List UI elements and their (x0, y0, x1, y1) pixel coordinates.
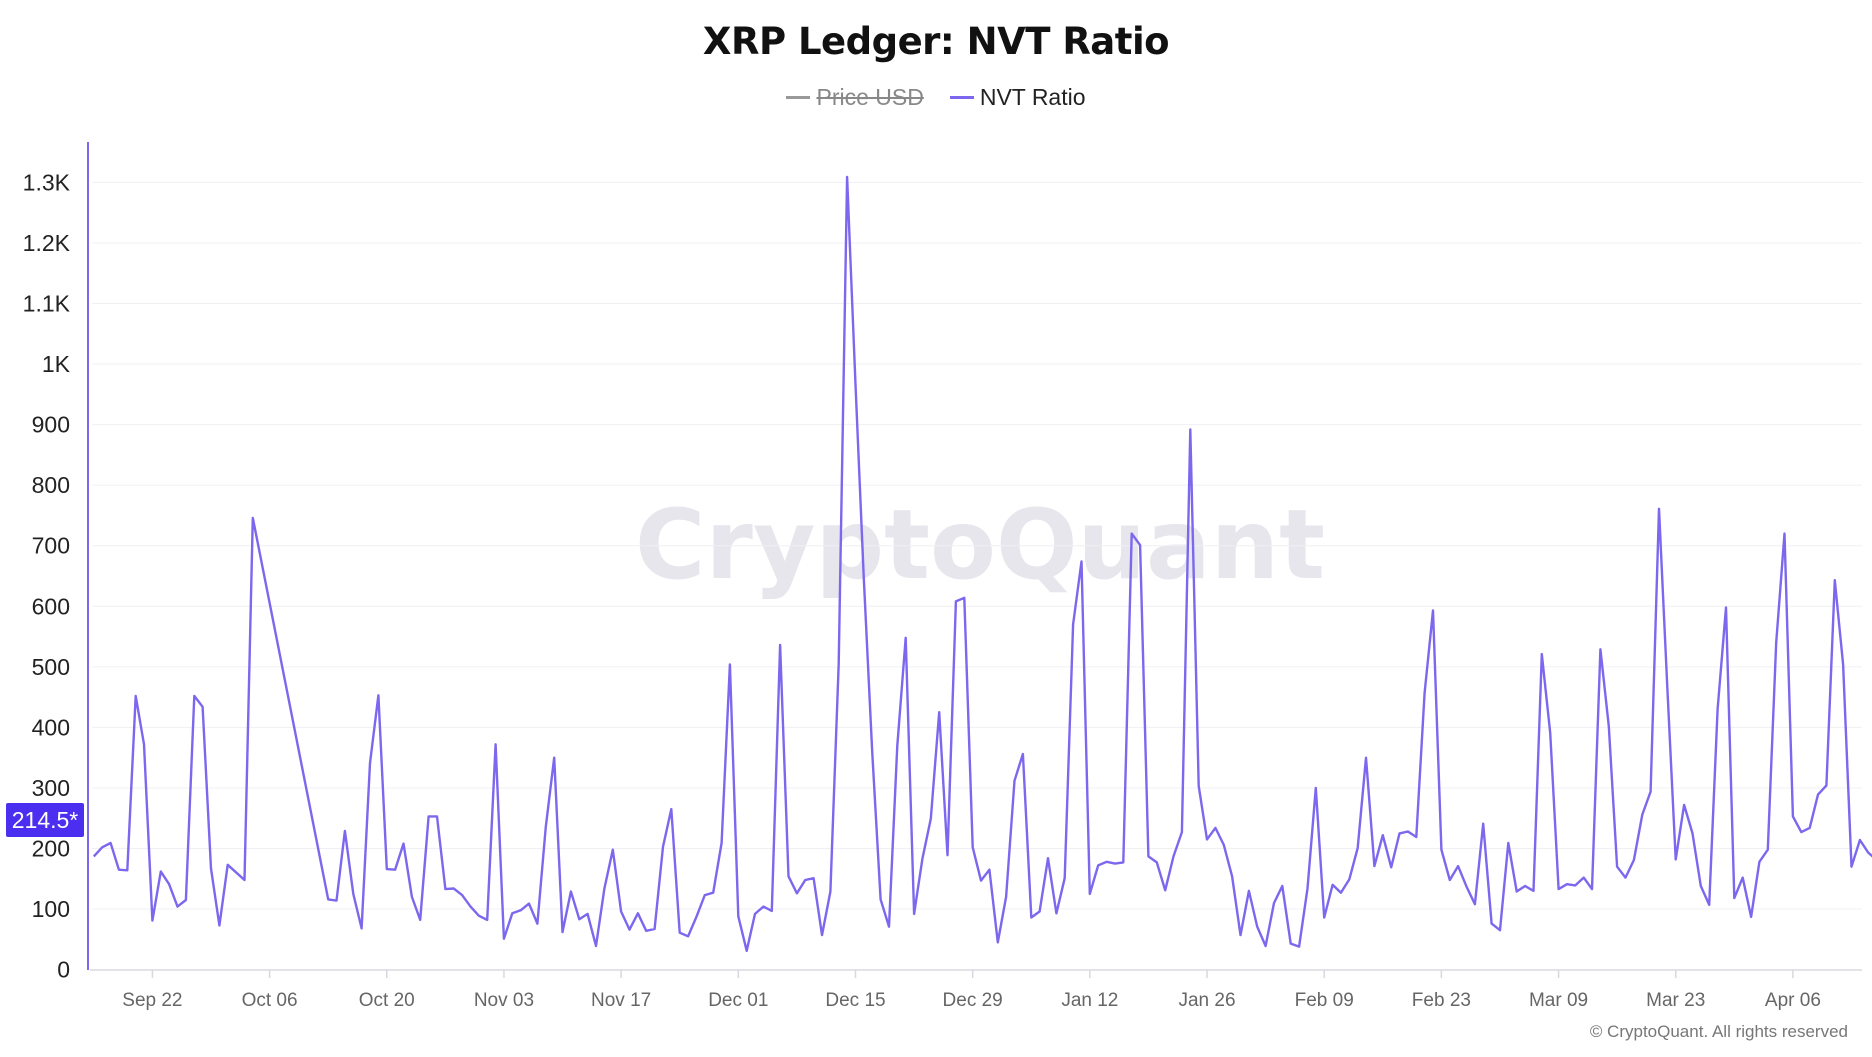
current-value-badge: 214.5* (6, 803, 84, 837)
chart-title: XRP Ledger: NVT Ratio (702, 20, 1170, 63)
nvt-ratio-line (92, 175, 1872, 952)
x-tick-label: Jan 12 (1061, 990, 1118, 1011)
x-tick-label: Jan 26 (1178, 990, 1235, 1011)
y-tick-label: 500 (32, 654, 70, 680)
copyright: © CryptoQuant. All rights reserved (1589, 1022, 1848, 1041)
y-tick-label: 700 (32, 533, 70, 559)
x-tick-label: Nov 17 (591, 990, 651, 1011)
x-tick-label: Sep 22 (122, 990, 182, 1011)
x-tick-label: Feb 23 (1412, 990, 1471, 1011)
x-tick-label: Dec 29 (943, 990, 1003, 1011)
y-tick-label: 100 (32, 896, 70, 922)
watermark: CryptoQuant (635, 489, 1325, 601)
y-tick-label: 300 (32, 775, 70, 801)
y-tick-label: 1K (42, 351, 71, 377)
y-tick-label: 1.2K (23, 230, 71, 256)
legend: Price USD NVT Ratio (0, 84, 1872, 111)
legend-item-nvt-ratio[interactable]: NVT Ratio (949, 84, 1086, 111)
y-tick-label: 800 (32, 472, 70, 498)
y-tick-label: 0 (57, 957, 70, 983)
y-tick-label: 900 (32, 412, 70, 438)
legend-swatch-nvt-ratio (949, 96, 974, 99)
y-tick-label: 400 (32, 714, 70, 740)
legend-item-price-usd[interactable]: Price USD (786, 84, 924, 111)
x-tick-label: Oct 20 (359, 990, 415, 1011)
x-tick-label: Apr 06 (1765, 990, 1821, 1011)
y-tick-label: 200 (32, 835, 70, 861)
y-tick-label: 600 (32, 593, 70, 619)
x-tick-label: Dec 15 (825, 990, 885, 1011)
x-tick-label: Mar 23 (1646, 990, 1705, 1011)
y-tick-label: 1.1K (23, 291, 71, 317)
x-tick-label: Mar 09 (1529, 990, 1588, 1011)
y-tick-label: 1.3K (23, 169, 71, 195)
legend-label-price-usd: Price USD (816, 84, 924, 110)
legend-swatch-price-usd (786, 96, 811, 99)
x-tick-label: Oct 06 (242, 990, 298, 1011)
legend-label-nvt-ratio: NVT Ratio (979, 84, 1086, 110)
x-tick-label: Feb 09 (1295, 990, 1354, 1011)
x-tick-label: Dec 01 (708, 990, 768, 1011)
x-tick-label: Nov 03 (474, 990, 534, 1011)
